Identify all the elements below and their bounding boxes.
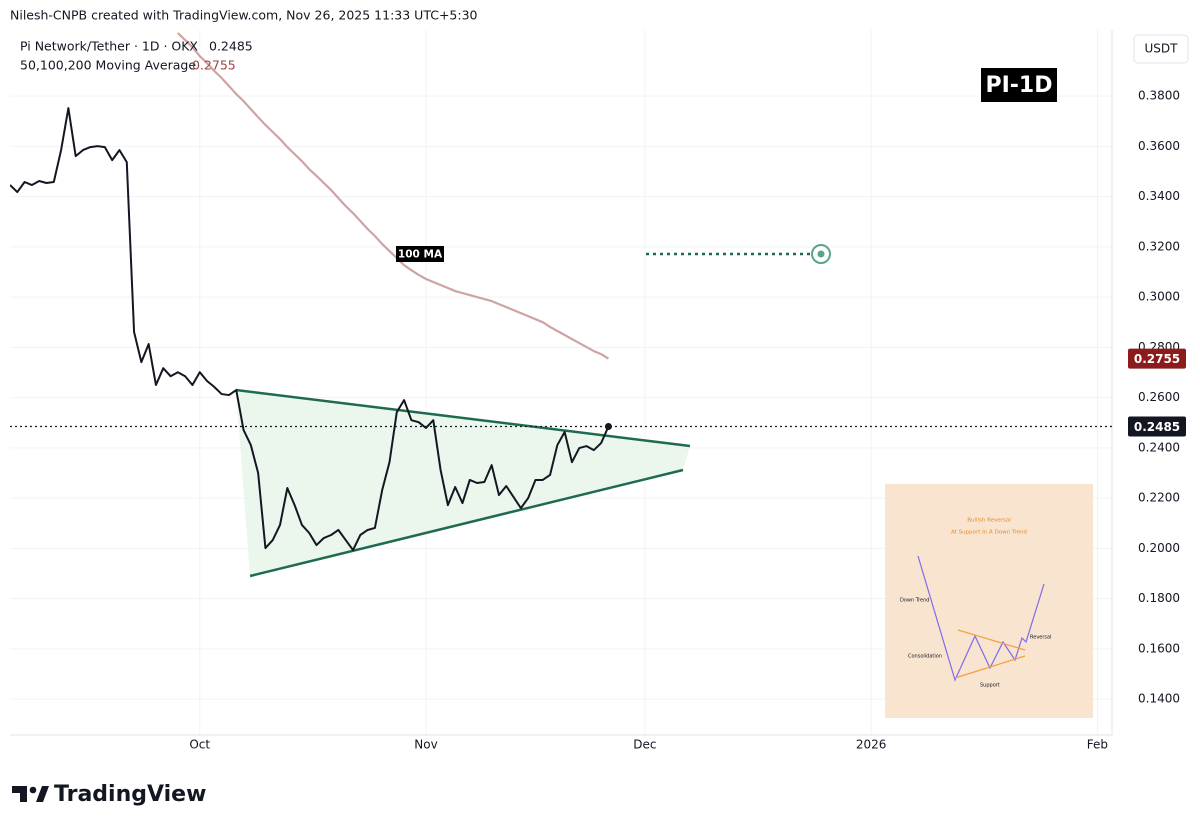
y-tick-label: 0.3600: [1138, 139, 1180, 153]
inset-label: Consolidation: [908, 654, 942, 660]
ma-label: 100 MA: [398, 249, 443, 261]
y-tick-label: 0.2000: [1138, 541, 1180, 555]
currency: USDT: [1145, 42, 1179, 56]
price-line: [10, 107, 610, 552]
x-tick-label: Feb: [1087, 738, 1108, 752]
target-dot: [817, 250, 825, 258]
y-tick-label: 0.1600: [1138, 641, 1180, 655]
inset-title: Bullish Reversal: [967, 518, 1011, 524]
inset-resistance: [957, 629, 1026, 651]
badge-box: [981, 68, 1057, 102]
inset-path: [917, 555, 1045, 682]
resistance-line: [235, 388, 691, 448]
inset-background: [885, 484, 1093, 718]
y-tick-label: 0.1400: [1138, 692, 1180, 706]
legend-price: 0.2485: [209, 39, 253, 54]
support-line: [249, 468, 684, 578]
brand: TradingView: [54, 782, 206, 807]
logo-mark: [36, 786, 49, 802]
y-tick-label: 0.3400: [1138, 189, 1180, 203]
ma-tag-label: 0.2755: [1134, 352, 1180, 366]
last-price-dot: [604, 422, 612, 430]
y-tick-label: 0.3800: [1138, 89, 1180, 103]
y-tick-label: 0.2600: [1138, 390, 1180, 404]
badge: PI-1D: [985, 73, 1052, 98]
ma-tag: [1128, 348, 1186, 369]
brand-logo: [12, 786, 49, 802]
inset-label: Reversal: [1030, 635, 1051, 641]
pattern-fill: [236, 390, 690, 576]
ma-line: [177, 32, 610, 360]
inset-subtitle: At Support In A Down Trend: [951, 530, 1027, 536]
inset: Bullish Reversal At Support In A Down Tr…: [885, 484, 1093, 718]
series-layer: [10, 32, 610, 552]
y-tick-label: 0.1800: [1138, 591, 1180, 605]
axes: 0.1400 0.1600 0.1800 0.2000 0.2200 0.2400 0.26…: [189, 89, 1180, 752]
x-tick-label: Nov: [414, 738, 437, 752]
y-tick-label: 0.3000: [1138, 290, 1180, 304]
y-tick-label: 0.2200: [1138, 491, 1180, 505]
logo-mark: [12, 786, 27, 802]
x-tick-label: 2026: [856, 738, 887, 752]
ma-label-box: [396, 246, 444, 262]
price-tag-label: 0.2485: [1134, 420, 1180, 434]
target-ring: [811, 244, 831, 264]
legend-symbol: Pi Network/Tether · 1D · OKX: [20, 39, 198, 54]
legend-indicator-value: 0.2755: [192, 58, 236, 73]
currency-box[interactable]: [1133, 34, 1189, 64]
legend-indicator: 50,100,200 Moving Average: [20, 58, 196, 73]
y-tick-label: 0.2400: [1138, 440, 1180, 454]
grid: [10, 30, 1112, 735]
inset-label: Support: [980, 683, 1000, 689]
attribution: Nilesh-CNPB created with TradingView.com…: [10, 8, 478, 23]
inset-support: [954, 655, 1026, 679]
x-tick-label: Dec: [633, 738, 656, 752]
y-tick-label: 0.3200: [1138, 239, 1180, 253]
inset-label: Down Trend: [900, 598, 929, 604]
x-tick-label: Oct: [189, 738, 210, 752]
price-tag: [1128, 416, 1186, 437]
logo-mark: [29, 786, 37, 794]
